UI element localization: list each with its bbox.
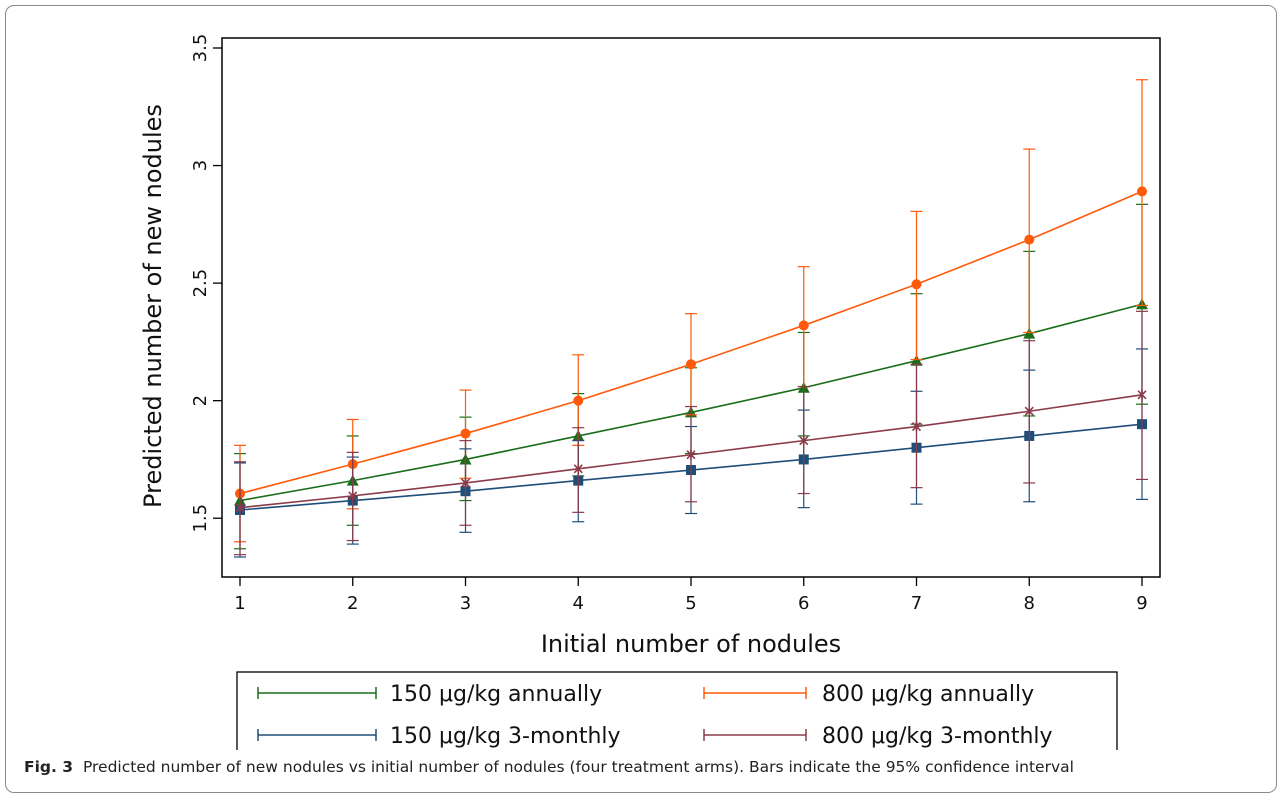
data-point [460, 477, 471, 488]
data-point [910, 354, 923, 366]
y-axis-label: Predicted number of new nodules [139, 104, 167, 508]
x-tick-label: 8 [1024, 593, 1035, 614]
y-tick-label: 2.5 [190, 269, 211, 298]
x-axis-label: Initial number of nodules [541, 630, 841, 658]
y-tick-label: 3.5 [190, 34, 211, 63]
data-point [1023, 327, 1036, 339]
x-tick-label: 7 [911, 593, 922, 614]
data-point [573, 395, 584, 406]
data-point [911, 279, 922, 290]
y-tick-label: 2 [190, 395, 211, 406]
caption-text: Predicted number of new nodules vs initi… [82, 758, 1074, 776]
data-point [1024, 234, 1035, 245]
figure-frame [5, 5, 1277, 793]
x-tick-label: 3 [460, 593, 471, 614]
data-point [235, 502, 245, 513]
data-point [1137, 186, 1147, 197]
data-point [573, 463, 583, 474]
legend-label: 800 μg/kg 3-monthly [822, 724, 1053, 749]
data-point [348, 490, 358, 501]
legend-item: 800 μg/kg annually [703, 682, 1034, 707]
legend-box [236, 671, 1118, 750]
x-tick-label: 4 [573, 593, 584, 614]
legend-label: 800 μg/kg annually [822, 682, 1034, 707]
axes: 1 2 3 4 5 6 7 8 9 1.5 2 2.5 3 3.5 [190, 34, 1161, 614]
legend-item: 150 μg/kg annually [257, 682, 602, 707]
x-tick-label: 2 [347, 593, 358, 614]
data-point [1137, 389, 1147, 400]
x-tick-label: 5 [685, 593, 696, 614]
data-point [1024, 406, 1034, 417]
data-point [911, 421, 922, 432]
caption-label: Fig. 3 [24, 758, 74, 776]
legend-label: 150 μg/kg 3-monthly [390, 724, 621, 749]
figure-caption: Fig. 3 Predicted number of new nodules v… [24, 758, 1264, 776]
legend-label: 150 μg/kg annually [390, 682, 602, 707]
y-tick-label: 3 [190, 160, 211, 171]
data-point [686, 449, 696, 460]
chart: 1 2 3 4 5 6 7 8 9 1.5 2 2.5 3 3.5 Initial number of n… [139, 34, 1161, 750]
data-point [798, 320, 809, 331]
y-tick-label: 1.5 [190, 504, 211, 533]
series-layer [234, 79, 1148, 558]
series-4 [234, 310, 1148, 556]
x-tick-label: 6 [798, 593, 809, 614]
x-tick-label: 9 [1136, 593, 1147, 614]
x-tick-label: 1 [234, 593, 245, 614]
legend-item: 150 μg/kg 3-monthly [257, 724, 621, 749]
legend: 150 μg/kg annually 800 μg/kg annually 150 … [236, 671, 1118, 750]
data-point [799, 435, 809, 446]
data-point [686, 359, 696, 370]
legend-item: 800 μg/kg 3-monthly [703, 724, 1053, 749]
data-point [460, 428, 471, 439]
